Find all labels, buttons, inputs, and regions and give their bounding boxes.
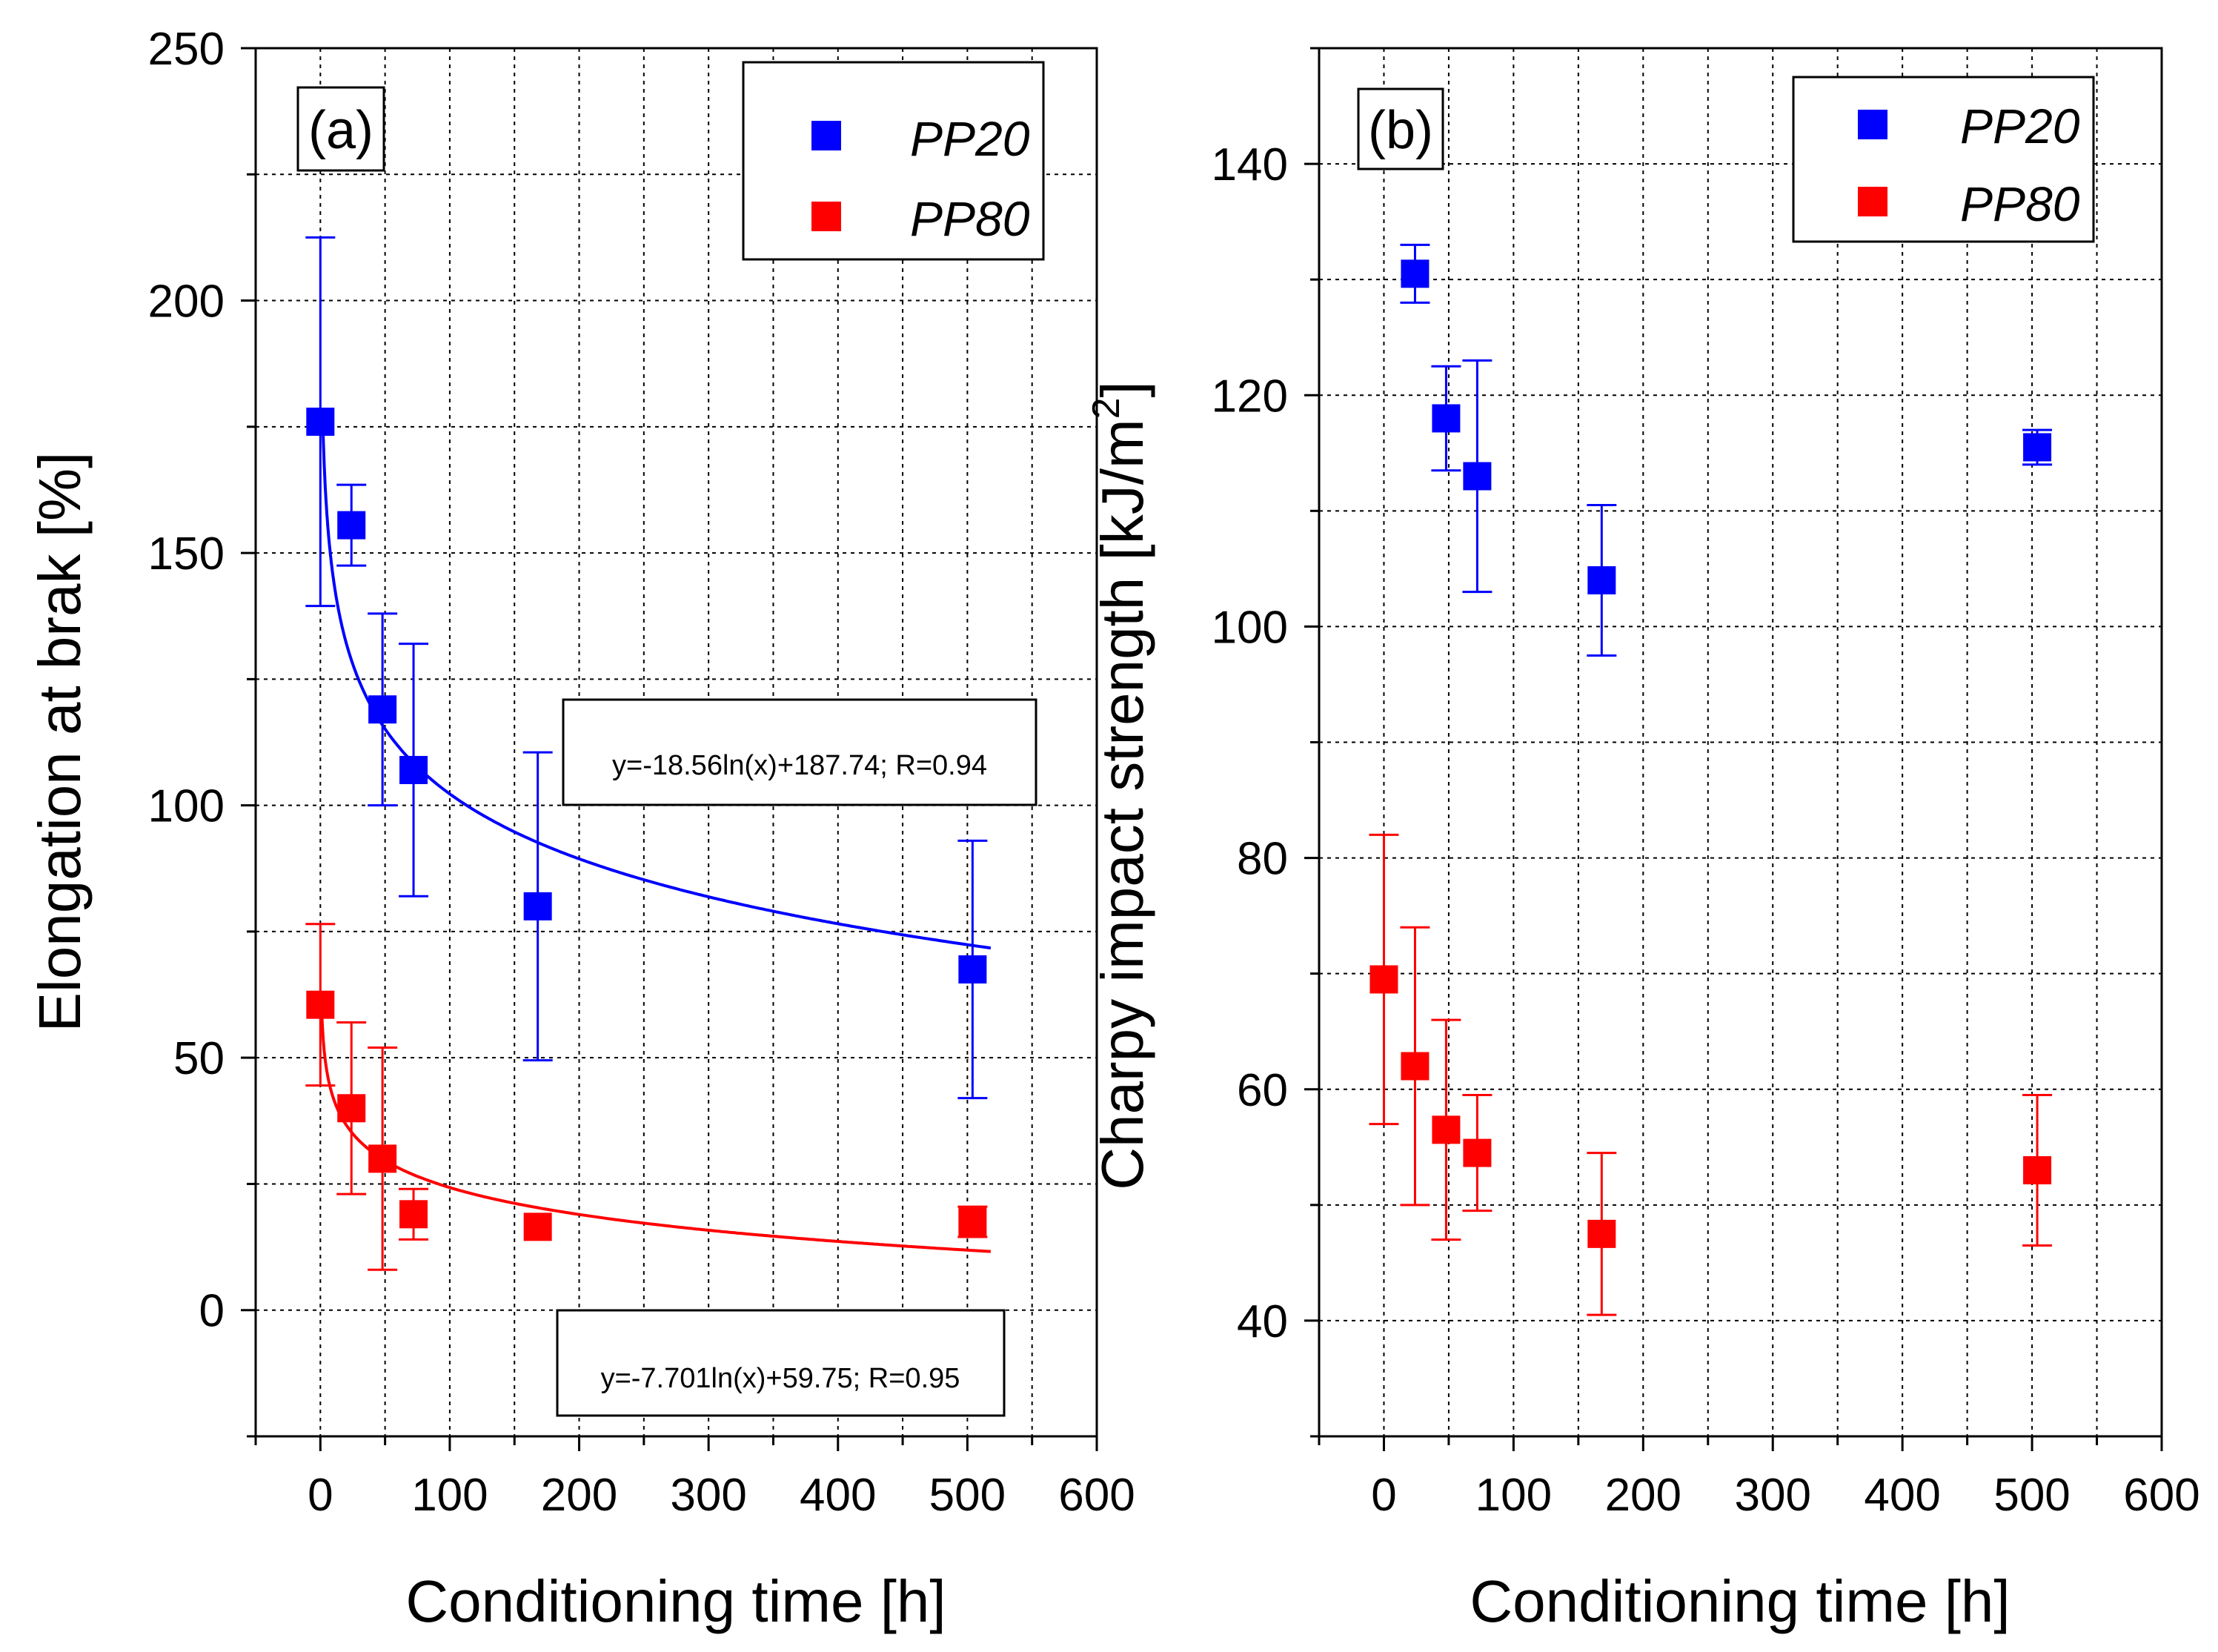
panel-b-pp80-point bbox=[1463, 1138, 1492, 1167]
panel-a-pp80-point bbox=[958, 1207, 987, 1236]
panel-b-legend-pp80-marker bbox=[1858, 187, 1887, 216]
panel-a-pp80-point bbox=[306, 990, 335, 1019]
panel-a-y-tick-label: 150 bbox=[148, 528, 225, 580]
panel-a-fit-pp20-box bbox=[562, 698, 1037, 806]
panel-b-label: (b) bbox=[1368, 101, 1433, 160]
panel-b-x-tick-label: 200 bbox=[1605, 1470, 1681, 1521]
panel-b-x-tick-label: 0 bbox=[1371, 1470, 1396, 1521]
panel-b-pp80-point bbox=[1587, 1219, 1616, 1248]
panel-a-x-axis-label: Conditioning time [h] bbox=[405, 1568, 946, 1634]
panel-b-legend-pp20-marker bbox=[1858, 110, 1887, 139]
panel-a-pp20-fit-curve bbox=[321, 429, 992, 950]
panel-b-x-tick-label: 400 bbox=[1864, 1470, 1940, 1521]
panel-b-pp20-point bbox=[1401, 259, 1430, 288]
panel-a-x-tick-labels: 0 100 200 300 400 500 600 bbox=[308, 1470, 1135, 1521]
panel-a-frame bbox=[254, 47, 1098, 1438]
panel-a-fit-pp80-equation: y=-7.701ln(x)+59.75; R=0.95 bbox=[601, 1363, 960, 1394]
panel-b-pp20-point bbox=[1432, 404, 1461, 433]
panel-b-y-tick-label: 140 bbox=[1212, 139, 1288, 190]
panel-a-legend-pp20-label: PP20 bbox=[910, 111, 1030, 166]
panel-b-points bbox=[1369, 259, 2052, 1248]
panel-b-x-tick-label: 100 bbox=[1475, 1470, 1552, 1521]
panel-a-legend-pp20-marker bbox=[811, 121, 841, 150]
panel-a-pp80-point bbox=[368, 1144, 397, 1173]
panel-a-x-tick-label: 500 bbox=[929, 1470, 1006, 1521]
panel-b-pp80-point bbox=[1401, 1052, 1430, 1081]
panel-a-y-axis-label: Elongation at brak [%] bbox=[27, 452, 93, 1032]
panel-a-x-tick-label: 100 bbox=[411, 1470, 488, 1521]
panel-a-ticks bbox=[241, 47, 1098, 1451]
panel-a-y-tick-label: 100 bbox=[148, 781, 225, 832]
panel-a-y-tick-label: 50 bbox=[173, 1033, 225, 1084]
panel-a-legend-box bbox=[742, 61, 1045, 261]
panel-a-points bbox=[306, 408, 987, 1241]
panel-b-y-axis-label-superscript: 2 bbox=[1085, 397, 1128, 419]
panel-b-y-axis-label: Charpy impact strength [kJ/m2] bbox=[1085, 381, 1155, 1190]
panel-a-x-tick-label: 400 bbox=[800, 1470, 876, 1521]
panel-a-fit-pp20-equation: y=-18.56ln(x)+187.74; R=0.94 bbox=[612, 750, 987, 781]
panel-b-pp80-point bbox=[1432, 1115, 1461, 1144]
panel-b-legend-pp20-label: PP20 bbox=[1960, 99, 2080, 153]
panel-a-pp20-point bbox=[399, 755, 428, 784]
panel-b-x-tick-label: 600 bbox=[2123, 1470, 2199, 1521]
panel-b-y-tick-label: 40 bbox=[1237, 1296, 1288, 1347]
panel-a-legend-pp80-label: PP80 bbox=[910, 191, 1030, 246]
panel-b-y-tick-label: 80 bbox=[1237, 834, 1288, 885]
panel-a-x-tick-label: 200 bbox=[541, 1470, 617, 1521]
panel-b-legend-box bbox=[1792, 76, 2095, 243]
panel-a-pp20-point bbox=[368, 695, 397, 724]
panel-a-y-tick-label: 250 bbox=[148, 24, 225, 75]
panel-a-label: (a) bbox=[308, 101, 373, 160]
panel-b-ticks bbox=[1304, 47, 2163, 1451]
panel-a-pp20-point bbox=[523, 892, 552, 920]
panel-a-x-tick-label: 300 bbox=[670, 1470, 746, 1521]
panel-b-y-axis-label-end: ] bbox=[1089, 381, 1155, 397]
panel-b-pp80-point bbox=[1369, 965, 1398, 994]
panel-a-pp80-point bbox=[399, 1200, 428, 1229]
panel-b-x-tick-label: 300 bbox=[1735, 1470, 1811, 1521]
panel-a-pp20-point bbox=[306, 408, 335, 437]
panel-a-y-tick-label: 200 bbox=[148, 276, 225, 328]
panel-a-pp80-point bbox=[337, 1094, 366, 1123]
panel-a: 0 100 200 300 400 500 600 0 50 100 150 200 250 Cond… bbox=[27, 24, 1135, 1634]
panel-a-pp80-point bbox=[523, 1213, 552, 1241]
panel-b-y-axis-label-main: Charpy impact strength [kJ/m bbox=[1089, 419, 1155, 1190]
panel-b-legend-pp80-label: PP80 bbox=[1960, 176, 2080, 231]
panel-b: 0 100 200 300 400 500 600 40 60 80 100 120 140 Cond… bbox=[1085, 47, 2200, 1634]
panel-b-pp80-point bbox=[2023, 1156, 2052, 1185]
panel-b-y-tick-labels: 40 60 80 100 120 140 bbox=[1212, 139, 1288, 1347]
panel-b-x-tick-label: 500 bbox=[1993, 1470, 2070, 1521]
panel-b-y-tick-label: 120 bbox=[1212, 371, 1288, 422]
panel-a-y-tick-label: 0 bbox=[199, 1286, 225, 1337]
panel-a-fit-pp80-box bbox=[556, 1309, 1006, 1417]
panel-a-pp20-point bbox=[958, 955, 987, 983]
panel-a-x-tick-label: 0 bbox=[308, 1470, 333, 1521]
panel-a-x-tick-label: 600 bbox=[1058, 1470, 1135, 1521]
panel-b-x-tick-labels: 0 100 200 300 400 500 600 bbox=[1371, 1470, 2200, 1521]
panel-a-legend-pp80-marker bbox=[811, 202, 841, 231]
panel-b-y-tick-label: 60 bbox=[1237, 1065, 1288, 1116]
panel-a-label-box bbox=[296, 86, 385, 172]
panel-b-pp20-point bbox=[1463, 462, 1492, 491]
panel-b-y-tick-label: 100 bbox=[1212, 602, 1288, 653]
panel-a-pp20-point bbox=[337, 511, 366, 540]
panel-a-y-tick-labels: 0 50 100 150 200 250 bbox=[148, 24, 225, 1337]
panel-b-pp20-point bbox=[1587, 565, 1616, 594]
panel-b-x-axis-label: Conditioning time [h] bbox=[1470, 1568, 2010, 1634]
panel-b-label-box bbox=[1357, 87, 1444, 170]
panel-b-pp20-point bbox=[2023, 433, 2052, 462]
panel-a-grid bbox=[256, 48, 1097, 1436]
